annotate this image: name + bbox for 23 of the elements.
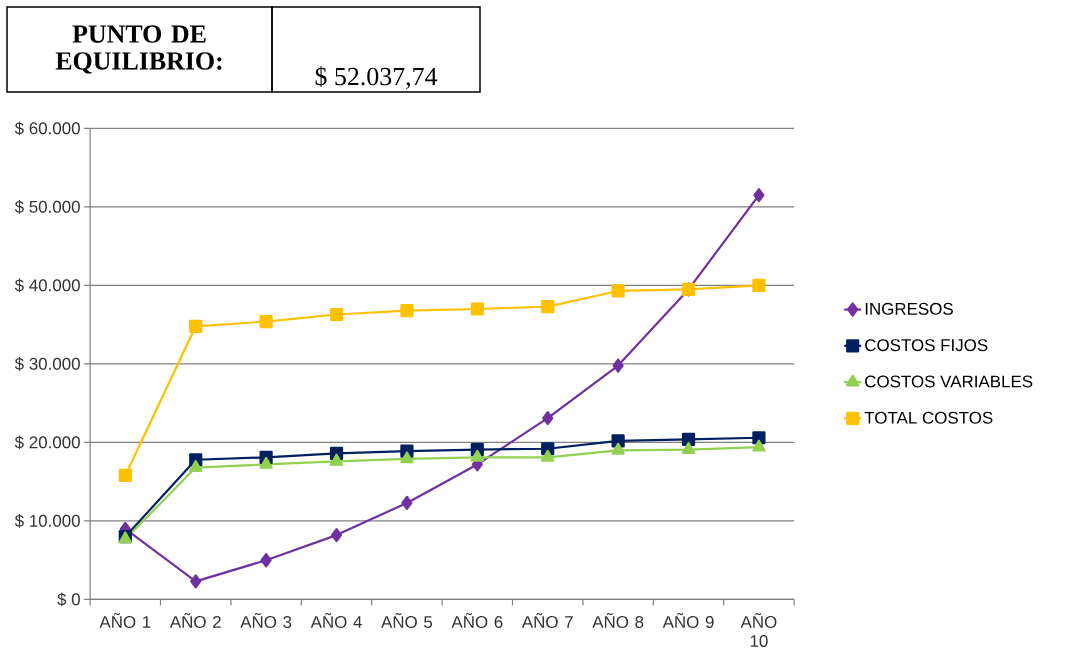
x-tick-label: AÑO 10 (740, 612, 777, 647)
x-tick-label: AÑO 6 (451, 612, 503, 629)
y-tick-label: $ 60.000 (14, 121, 80, 136)
legend-label: COSTOS VARIABLES (865, 375, 1033, 388)
legend-label: TOTAL COSTOS (864, 411, 993, 424)
y-tick-label: $ 10.000 (14, 514, 80, 528)
x-tick-label: AÑO 9 (662, 612, 714, 629)
y-tick-label: $ 0 (57, 592, 80, 607)
y-tick-label: $ 30.000 (14, 357, 80, 371)
text: PUNTO DE EQUILIBRIO: (55, 25, 222, 74)
y-tick-label: $ 40.000 (14, 278, 80, 293)
x-tick-label: AÑO 4 (310, 612, 362, 629)
legend-label: INGRESOS (865, 302, 953, 315)
x-tick-label: AÑO 7 (521, 612, 573, 629)
x-tick-label: AÑO 2 (169, 612, 221, 629)
x-tick-label: AÑO 8 (592, 612, 644, 629)
y-tick-label: $ 20.000 (14, 435, 80, 450)
legend-label: COSTOS FIJOS (865, 339, 988, 352)
x-tick-label: AÑO 3 (240, 612, 292, 629)
y-tick-label: $ 50.000 (14, 200, 80, 214)
x-tick-label: AÑO 5 (381, 612, 433, 629)
x-tick-label: AÑO 1 (99, 612, 151, 629)
text: $ 52.037,74 (315, 66, 438, 89)
